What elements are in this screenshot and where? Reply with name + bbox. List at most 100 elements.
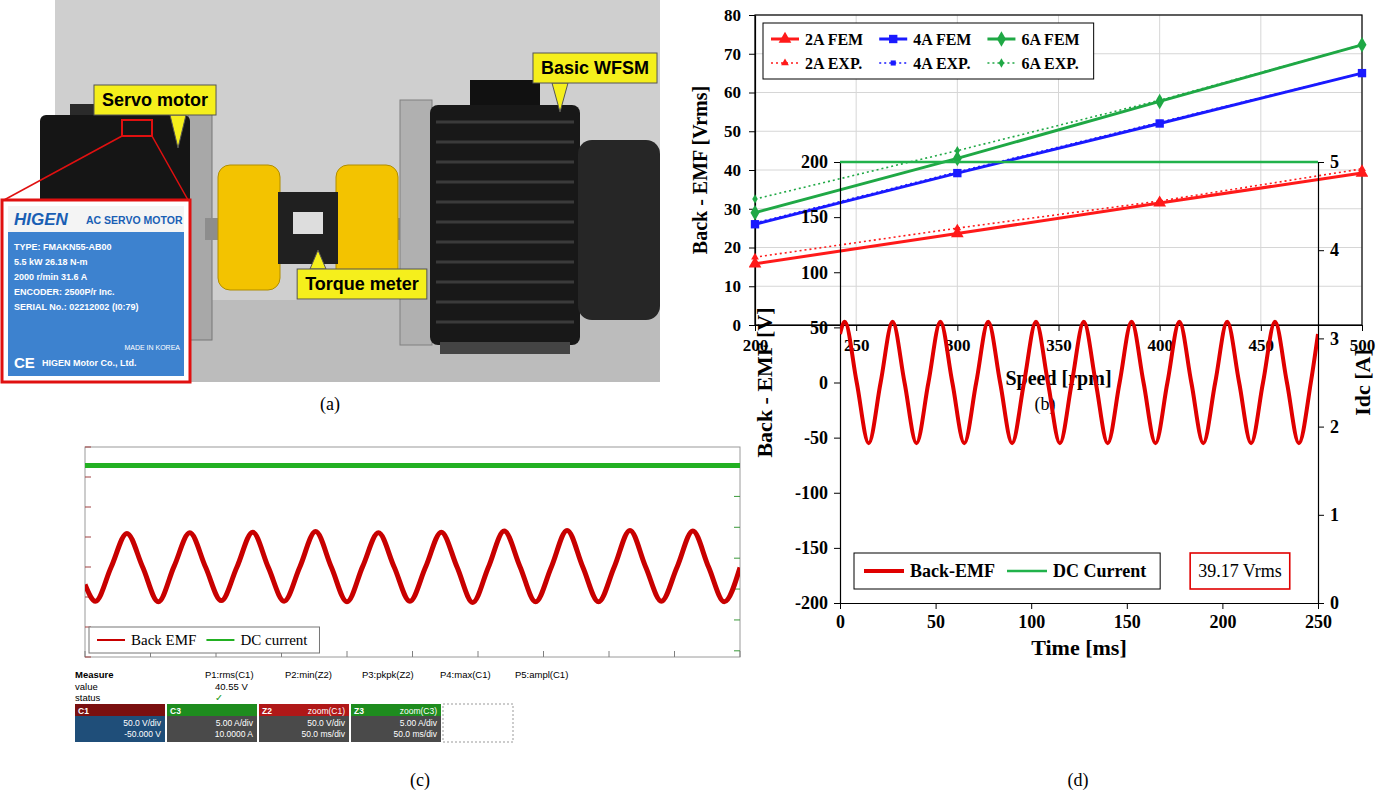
series-line — [85, 530, 740, 602]
y2-axis: 0 1 2 3 4 5 — [1318, 152, 1339, 613]
readout-header: P4:max(C1) — [440, 669, 491, 680]
tick-mark — [834, 272, 840, 273]
series-line — [840, 161, 1318, 164]
callout: Torque meter — [297, 250, 427, 299]
wfsm-fin — [436, 301, 574, 304]
wfsm-fin — [436, 121, 574, 124]
wfsm-fin — [436, 281, 574, 284]
channel-id: C3 — [170, 706, 181, 716]
tick-mark — [85, 507, 91, 508]
readout-row-label: status — [75, 692, 101, 703]
tick: -100 — [795, 483, 840, 503]
tick: 60 — [724, 83, 755, 102]
wfsm-fin — [436, 141, 574, 144]
channel-header — [351, 704, 441, 716]
readout-header: P2:min(Z2) — [285, 669, 332, 680]
tick-label: 100 — [1018, 612, 1045, 632]
tick-mark — [1318, 427, 1324, 428]
marker — [1358, 37, 1367, 53]
tick: 350 — [1046, 325, 1072, 355]
plot-marks — [85, 466, 740, 603]
nameplate-footer: MADE IN KOREA — [124, 344, 180, 351]
wfsm-fin — [436, 221, 574, 224]
panel-label: (d) — [1068, 770, 1089, 791]
wfsm-fin — [436, 241, 574, 244]
grid-line — [755, 286, 1362, 287]
axis-line — [841, 603, 1319, 604]
tick-label: -200 — [795, 593, 828, 613]
series-line — [755, 45, 1362, 213]
tick-mark — [834, 162, 840, 163]
marker — [1359, 71, 1364, 76]
wfsm-fin — [436, 201, 574, 204]
tick: -50 — [804, 428, 840, 448]
tick-mark — [834, 383, 840, 384]
channel-header — [75, 704, 165, 716]
tick-mark — [749, 170, 755, 171]
annotation: 39.17 Vrms — [1190, 553, 1290, 589]
tick-label: 400 — [1147, 336, 1173, 355]
tick-mark — [85, 567, 91, 568]
tick: 0 — [1318, 593, 1339, 613]
tick-label: -150 — [795, 538, 828, 558]
legend-label: Back-EMF — [910, 561, 995, 581]
tick: 50 — [724, 122, 755, 141]
marker — [953, 224, 961, 231]
empty-slot — [443, 704, 513, 742]
legend-label: 2A EXP. — [805, 55, 862, 72]
tick-mark — [749, 54, 755, 55]
tick-mark — [734, 558, 740, 559]
legend-label: 6A EXP. — [1021, 55, 1078, 72]
tick-mark — [478, 651, 479, 657]
tick-label: -100 — [795, 483, 828, 503]
tick-mark — [834, 548, 840, 549]
tick-mark — [834, 438, 840, 439]
torque-meter-body — [278, 192, 338, 264]
tick-mark — [936, 603, 937, 609]
channel-setting: 50.0 ms/div — [394, 729, 438, 739]
tick-mark — [749, 93, 755, 94]
series-line — [755, 73, 1362, 224]
tick-label: 60 — [724, 83, 741, 102]
nameplate-footer: CE — [14, 354, 35, 371]
marker — [1359, 40, 1364, 49]
marker — [1157, 96, 1162, 105]
tick-mark — [543, 651, 544, 657]
tick: 70 — [724, 45, 755, 64]
tick: -200 — [795, 593, 840, 613]
tick: 10 — [724, 277, 755, 296]
tick: 40 — [724, 161, 755, 180]
legend-marker — [779, 32, 792, 43]
x-axis-title: Time [ms] — [1031, 635, 1127, 660]
tick: 4 — [1318, 240, 1339, 260]
torque-meter-plate — [293, 212, 323, 234]
marker — [1153, 196, 1166, 207]
channel-header — [259, 704, 349, 716]
legend-marker — [999, 58, 1004, 67]
tick-label: 2 — [1330, 417, 1339, 437]
wfsm-fin — [436, 321, 574, 324]
annotation-label: 39.17 Vrms — [1198, 561, 1282, 581]
tick-label: 1 — [1330, 505, 1339, 525]
channel-setting: -50.000 V — [124, 729, 161, 739]
tick-label: 150 — [801, 207, 828, 227]
tick: 5 — [1318, 152, 1339, 172]
legend-swatch — [206, 639, 234, 641]
callout-label: Servo motor — [102, 90, 208, 110]
zoom-marker — [122, 120, 152, 136]
legend: Back EMFDC current — [89, 627, 319, 653]
y-axis-title: Back - EMF [Vrms] — [689, 86, 711, 254]
tick-label: 150 — [1114, 612, 1141, 632]
nameplate-frame — [2, 200, 190, 382]
legend-box — [763, 23, 1094, 79]
callout-box — [94, 85, 216, 115]
series-line — [840, 322, 1318, 443]
series-line — [755, 169, 1362, 257]
tick: 0 — [836, 603, 845, 632]
tick-label: 3 — [1330, 329, 1339, 349]
scope-readout: MeasureP1:rms(C1)P2:min(Z2)P3:pkpk(Z2)P4… — [75, 669, 568, 742]
readout-value: ✓ — [215, 692, 223, 703]
callout-pointer — [310, 250, 326, 269]
tick-mark — [856, 325, 857, 331]
readout-header: P3:pkpk(Z2) — [362, 669, 414, 680]
